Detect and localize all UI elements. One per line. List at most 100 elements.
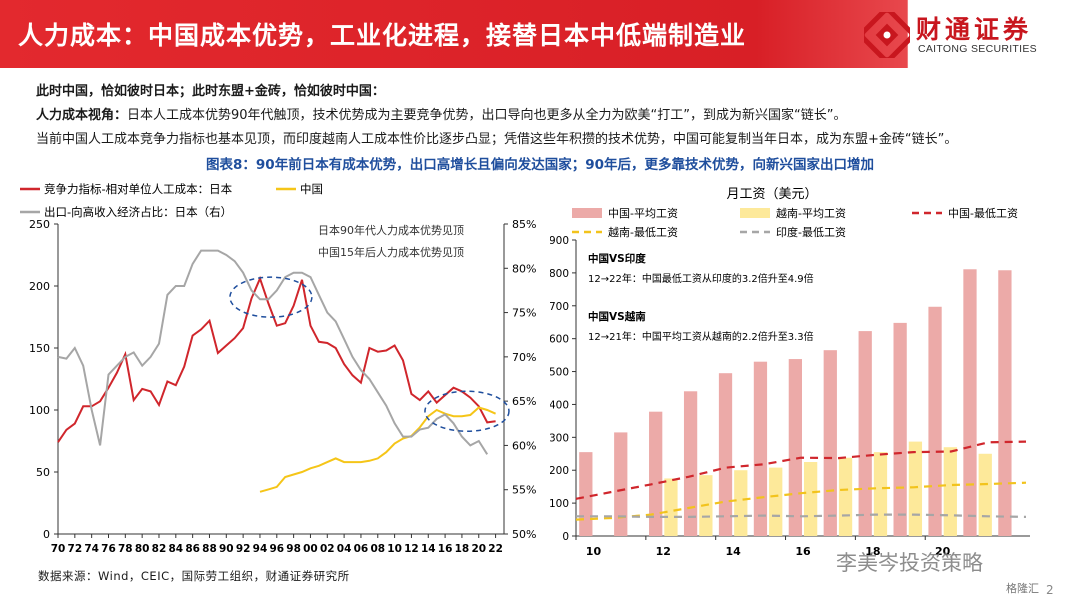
legend-label-export: 出口-向高收入经济占比：日本（右）: [44, 205, 232, 219]
x-tick-label: 88: [202, 543, 217, 555]
right-y-tick-label: 85%: [512, 218, 536, 231]
series-line-japan-export: [57, 249, 489, 455]
annotation-cn-vs-vn-text: 12→21年：中国平均工资从越南的2.2倍升至3.3倍: [588, 330, 814, 343]
right-y-tick-label: 75%: [512, 307, 536, 320]
legend-swatch: [740, 208, 770, 218]
legend-label-china: 中国: [300, 182, 323, 196]
left-y-tick-label: 150: [29, 342, 50, 355]
x-tick-label: 14: [421, 543, 436, 555]
x-tick-label: 18: [455, 543, 470, 555]
bar-china-avg-wage: [823, 350, 837, 536]
x-tick-label: 12: [404, 543, 419, 555]
left-y-tick-label: 250: [29, 218, 50, 231]
x-tick-label: 18: [865, 545, 880, 558]
right-y-tick-label: 80%: [512, 262, 536, 275]
annotation-cn-vs-vn-title: 中国VS越南: [588, 310, 646, 323]
logo-text-en: CAITONG SECURITIES: [918, 43, 1037, 55]
x-tick-label: 08: [370, 543, 385, 555]
x-tick-label: 84: [168, 543, 183, 555]
x-tick-label: 10: [586, 545, 602, 558]
intro-line-2-lead: 人力成本视角：: [36, 108, 128, 123]
page-number: 2: [1046, 583, 1054, 597]
x-tick-label: 14: [725, 545, 741, 558]
intro-line-3: 当前中国人工成本竞争力指标也基本见顶，而印度越南人工成本性价比逐步凸显；凭借这些…: [36, 132, 958, 147]
series-line-china-cost: [259, 406, 497, 493]
header-banner: 人力成本：中国成本优势，工业化进程，接替日本中低端制造业 财通证券 CAITON…: [0, 0, 1080, 68]
x-tick-label: 10: [387, 543, 402, 555]
x-tick-label: 86: [185, 543, 200, 555]
left-y-tick-label: 200: [29, 280, 50, 293]
intro-line-2-text: 日本人工成本优势90年代触顶，技术优势成为主要竞争优势，出口导向也更多从全力为欧…: [127, 108, 847, 123]
bar-china-avg-wage: [998, 270, 1012, 536]
highlight-circle-china: [424, 390, 510, 432]
legend-label: 中国-最低工资: [948, 207, 1018, 220]
y-tick-label: 500: [550, 367, 569, 379]
right-y-tick-label: 55%: [512, 484, 536, 497]
line-china-min-wage: [575, 440, 1027, 500]
x-tick-label: 12: [656, 545, 671, 558]
x-tick-label: 96: [269, 543, 284, 555]
x-tick-label: 94: [253, 543, 268, 555]
right-chart-title: 月工资（美元）: [726, 187, 817, 202]
intro-line-1: 此时中国，恰如彼时日本；此时东盟+金砖，恰如彼时中国：: [36, 84, 385, 99]
y-tick-label: 100: [550, 498, 569, 510]
y-tick-label: 400: [550, 399, 569, 411]
bar-china-avg-wage: [858, 331, 872, 536]
bar-china-avg-wage: [893, 322, 907, 536]
bar-china-avg-wage: [579, 452, 593, 536]
x-tick-label: 20: [935, 545, 951, 558]
bar-vietnam-avg-wage: [943, 447, 957, 536]
bar-vietnam-avg-wage: [873, 452, 888, 536]
bar-china-avg-wage: [928, 306, 942, 536]
bar-vietnam-avg-wage: [838, 457, 853, 536]
bar-china-avg-wage: [614, 432, 628, 536]
y-tick-label: 200: [550, 465, 569, 477]
logo-text-cn: 财通证券: [916, 15, 1033, 44]
x-tick-label: 76: [101, 543, 116, 555]
x-tick-label: 82: [152, 543, 167, 555]
x-tick-label: 74: [84, 543, 99, 555]
corner-brand: 格隆汇: [1006, 582, 1039, 595]
y-tick-label: 800: [550, 268, 569, 280]
x-tick-label: 16: [438, 543, 453, 555]
left-y-tick-label: 100: [29, 404, 50, 417]
bar-vietnam-avg-wage: [978, 453, 992, 536]
y-tick-label: 900: [550, 235, 569, 247]
caitong-logo-icon: [864, 12, 910, 58]
x-tick-label: 92: [236, 543, 251, 555]
left-y-tick-label: 0: [43, 528, 50, 541]
series-line-japan-cost: [57, 275, 496, 443]
annotation-japan-peak: 日本90年代人力成本优势见顶: [318, 223, 464, 237]
highlight-circle-japan: [229, 276, 313, 318]
legend-label: 越南-最低工资: [608, 225, 678, 239]
x-tick-label: 80: [135, 543, 150, 555]
x-tick-label: 90: [219, 543, 234, 555]
source-note: 数据来源：Wind，CEIC，国际劳工组织，财通证券研究所: [38, 569, 350, 583]
right-y-tick-label: 60%: [512, 439, 536, 452]
bar-china-avg-wage: [788, 359, 802, 536]
x-tick-label: 06: [354, 543, 369, 555]
line-vietnam-min-wage: [575, 481, 1027, 521]
page-title: 人力成本：中国成本优势，工业化进程，接替日本中低端制造业: [18, 21, 747, 50]
bar-china-avg-wage: [963, 269, 977, 536]
y-tick-label: 0: [562, 531, 569, 543]
annotation-cn-vs-in-title: 中国VS印度: [588, 252, 646, 265]
right-y-tick-label: 65%: [512, 395, 536, 408]
right-y-tick-label: 50%: [512, 528, 536, 541]
right-y-tick-label: 70%: [512, 351, 536, 364]
legend-swatch: [572, 208, 602, 218]
x-tick-label: 70: [51, 543, 66, 555]
left-chart: 竞争力指标-相对单位人工成本：日本 中国 出口-向高收入经济占比：日本（右） 日…: [20, 182, 536, 555]
legend-label: 印度-最低工资: [776, 225, 846, 239]
x-tick-label: 02: [320, 543, 335, 555]
watermark-text: 李美岑投资策略: [836, 551, 983, 575]
legend-label-japan: 竞争力指标-相对单位人工成本：日本: [44, 182, 233, 196]
bar-china-avg-wage: [718, 373, 733, 536]
x-tick-label: 00: [303, 543, 318, 555]
bar-vietnam-avg-wage: [804, 462, 818, 536]
annotation-china-peak: 中国15年后人力成本优势见顶: [318, 245, 464, 259]
line-india-min-wage: [576, 513, 1027, 518]
bar-vietnam-avg-wage: [908, 441, 923, 536]
